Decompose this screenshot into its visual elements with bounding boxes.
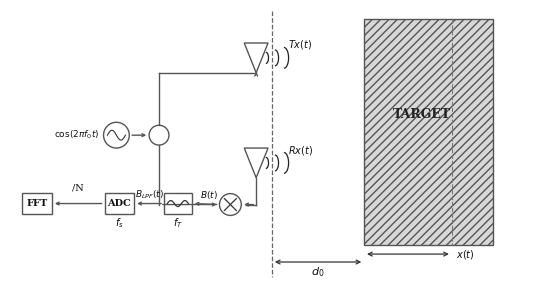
Polygon shape — [244, 148, 268, 178]
Text: $x(t)$: $x(t)$ — [456, 247, 475, 261]
Text: $Rx(t)$: $Rx(t)$ — [288, 144, 313, 157]
Text: $d_0$: $d_0$ — [311, 265, 325, 279]
Bar — [22, 193, 52, 215]
Text: ADC: ADC — [108, 199, 131, 208]
Text: $\cos(2\pi f_0 t)$: $\cos(2\pi f_0 t)$ — [54, 129, 100, 142]
Text: /N: /N — [72, 183, 84, 192]
Text: TARGET: TARGET — [393, 108, 451, 121]
Bar — [364, 19, 493, 245]
Text: $f_s$: $f_s$ — [115, 216, 124, 230]
Bar — [164, 193, 191, 215]
Text: $B(t)$: $B(t)$ — [200, 188, 218, 201]
Polygon shape — [244, 43, 268, 73]
Circle shape — [103, 122, 129, 148]
Circle shape — [149, 125, 169, 145]
Text: $Tx(t)$: $Tx(t)$ — [288, 38, 312, 52]
Text: $B_{LPF}(t)$: $B_{LPF}(t)$ — [134, 188, 164, 201]
Bar — [104, 193, 134, 215]
Text: FFT: FFT — [27, 199, 48, 208]
Circle shape — [219, 194, 242, 216]
Text: $f_T$: $f_T$ — [173, 216, 183, 230]
